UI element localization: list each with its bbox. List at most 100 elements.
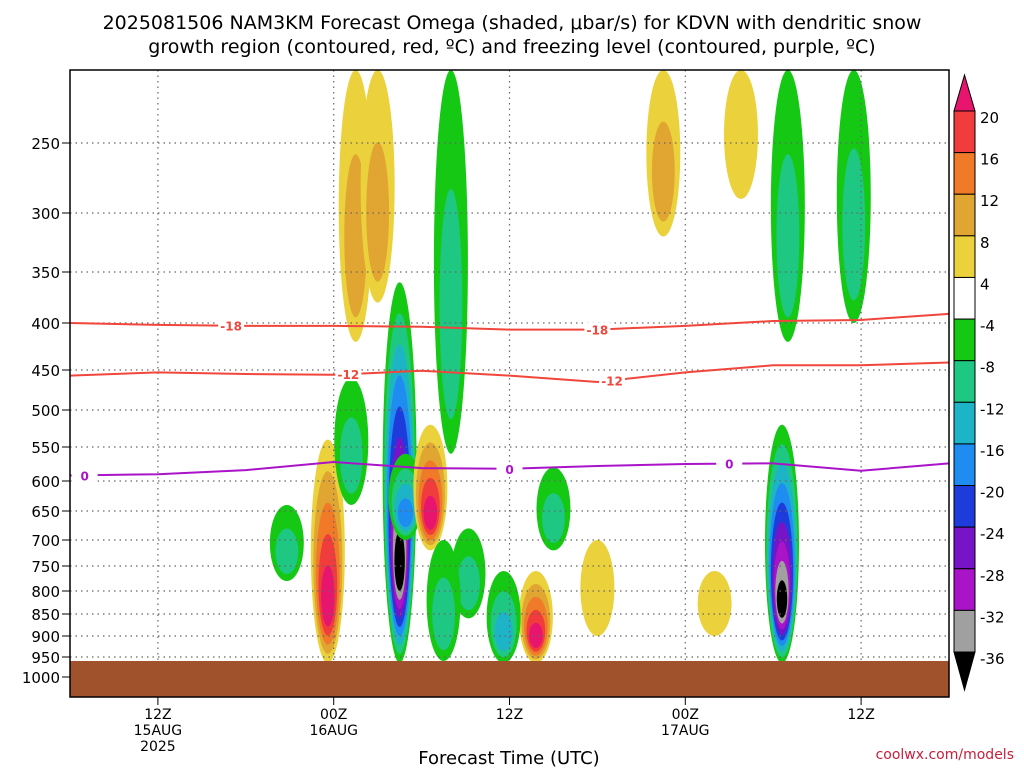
y-tick-label: 450 — [31, 362, 60, 380]
omega-shade--8 — [776, 154, 800, 318]
colorbar-cell — [953, 443, 976, 487]
x-tick-label: 00Z — [320, 707, 347, 723]
grid — [70, 70, 949, 697]
contour-label-bg — [584, 322, 611, 337]
terrain-fill — [70, 661, 949, 697]
omega-shade--36 — [776, 580, 788, 618]
colorbar-cell — [953, 401, 976, 445]
colorbar-label: -4 — [980, 317, 995, 335]
y-tick-label: 850 — [31, 606, 60, 624]
omega-shade--8 — [432, 577, 455, 651]
y-tick-label: 400 — [31, 315, 60, 333]
contour-label-bg — [71, 468, 98, 483]
colorbar-label: 16 — [980, 151, 999, 169]
omega-shade-4 — [580, 540, 615, 636]
colorbar-label: -32 — [980, 608, 1005, 626]
x-tick-label: 16AUG — [309, 723, 358, 739]
y-tick-label: 1000 — [22, 669, 60, 687]
y-tick-label: 900 — [31, 628, 60, 646]
colorbar-bottom-arrow-icon — [953, 651, 976, 692]
contours: -18 -18 -12 -12 0 0 0 — [69, 312, 950, 483]
colorbar-label: -16 — [980, 442, 1005, 460]
y-tick-label: 950 — [31, 649, 60, 667]
contour-line--18 — [69, 312, 950, 331]
colorbar-cell — [953, 609, 976, 653]
y-tick-label: 300 — [31, 205, 60, 223]
contour-label: 0 — [80, 469, 88, 483]
colorbar-label: -12 — [980, 400, 1005, 418]
x-tick-label: 00Z — [672, 707, 699, 723]
x-tick-label: 17AUG — [661, 723, 710, 739]
y-tick-label: 350 — [31, 264, 60, 282]
colorbar-label: 8 — [980, 234, 990, 252]
y-tick-label: 650 — [31, 503, 60, 521]
contour-label: -12 — [601, 374, 623, 388]
contour-label: -18 — [587, 324, 609, 338]
omega-shade--12 — [494, 611, 513, 652]
omega-shade-4 — [723, 70, 758, 199]
contour-label-bg — [716, 456, 743, 471]
y-tick-label: 500 — [31, 402, 60, 420]
y-tick-label: 600 — [31, 473, 60, 491]
colorbar-cell — [953, 360, 976, 403]
colorbar-label: -36 — [980, 650, 1005, 668]
omega-shade--8 — [339, 417, 363, 494]
y-axis-ticks: 250 300 350 400 450 500 550 600 650 700 750 800 850 9… — [22, 135, 70, 687]
y-tick-label: 250 — [31, 135, 60, 153]
colorbar-label: 4 — [980, 275, 990, 293]
contour-label-bg — [599, 373, 626, 388]
chart-title-line2: growth region (contoured, red, ºC) and f… — [148, 36, 875, 58]
colorbar: 20 16 12 8 4 -4 -8 -12 -16 -20 -24 -28 -32 -36 — [953, 73, 1005, 692]
colorbar-label: -20 — [980, 484, 1005, 502]
omega-shade--16 — [397, 498, 414, 528]
contour-label: -18 — [220, 320, 242, 334]
omega-shade-4 — [697, 571, 732, 636]
contour-label: -12 — [338, 368, 360, 382]
credit-text: coolwx.com/models — [876, 747, 1014, 763]
x-tick-label: 12Z — [496, 707, 523, 723]
y-tick-label: 550 — [31, 439, 60, 457]
y-tick-label: 750 — [31, 558, 60, 576]
x-tick-label: 12Z — [847, 707, 874, 723]
colorbar-cell — [953, 193, 976, 237]
omega-shade--8 — [275, 528, 299, 575]
contour-line--12 — [69, 361, 950, 384]
omega-shade-8 — [366, 142, 390, 282]
colorbar-cell — [953, 485, 976, 528]
contour-label-bg — [218, 318, 245, 333]
colorbar-cell — [953, 276, 976, 320]
x-tick-label: 2025 — [140, 739, 176, 755]
contour-label: 0 — [725, 458, 733, 472]
omega-shade--8 — [457, 556, 480, 611]
colorbar-cell — [953, 110, 976, 154]
omega-shade-20 — [529, 622, 543, 648]
omega-shade--8 — [542, 493, 565, 543]
colorbar-cell — [953, 235, 976, 278]
contour-label-bg — [335, 367, 362, 382]
omega-shade--8 — [842, 148, 866, 301]
colorbar-label: 20 — [980, 109, 999, 127]
contour-label: 0 — [505, 463, 513, 477]
omega-shade-8 — [651, 121, 675, 222]
contour-label-bg — [496, 461, 523, 476]
omega-shade--8 — [439, 188, 463, 420]
plot-area: -18 -18 -12 -12 0 0 0 — [69, 69, 950, 698]
chart-title-line1: 2025081506 NAM3KM Forecast Omega (shaded… — [103, 12, 922, 34]
omega-shade-20 — [321, 565, 335, 627]
colorbar-label: -8 — [980, 359, 995, 377]
omega-shade-20 — [423, 495, 438, 530]
y-tick-label: 800 — [31, 583, 60, 601]
colorbar-cell — [953, 152, 976, 195]
colorbar-label: -28 — [980, 567, 1005, 585]
omega-shade--36 — [394, 530, 405, 591]
x-axis-label: Forecast Time (UTC) — [418, 748, 599, 768]
colorbar-cell — [953, 526, 976, 570]
colorbar-top-arrow-icon — [953, 73, 976, 112]
x-tick-label: 12Z — [144, 707, 171, 723]
x-tick-label: 15AUG — [134, 723, 183, 739]
colorbar-label: 12 — [980, 192, 999, 210]
colorbar-cell — [953, 568, 976, 611]
colorbar-label: -24 — [980, 525, 1005, 543]
